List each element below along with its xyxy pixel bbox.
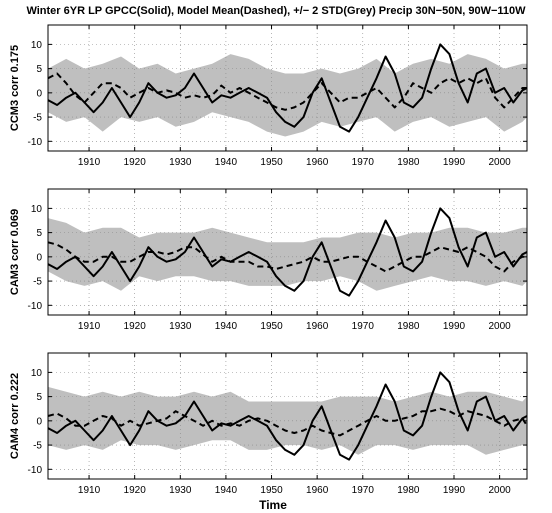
- y-tick-label: 10: [31, 40, 43, 51]
- y-tick-label: 5: [36, 392, 42, 403]
- chart-panel-1: 1910 1920 1930 1940 1950 1960 1970 1980 1990 2000…: [9, 24, 528, 168]
- y-tick-label: 0: [36, 88, 42, 99]
- x-tick-label: 1920: [124, 321, 147, 332]
- model-mean-line: [47, 407, 528, 437]
- x-tick-label: 1910: [78, 321, 101, 332]
- x-tick-label: 1960: [306, 321, 329, 332]
- x-tick-label: 1940: [215, 485, 238, 496]
- y-tick-label: 5: [36, 64, 42, 75]
- x-tick-label: 1980: [397, 485, 420, 496]
- x-tick-label: 2000: [489, 485, 512, 496]
- y-tick-label: -10: [28, 465, 43, 476]
- x-tick-label: 1940: [215, 321, 238, 332]
- y-axis-label: CAM4 corr 0.222: [9, 373, 21, 459]
- y-tick-label: 10: [31, 368, 43, 379]
- y-tick-label: 5: [36, 228, 42, 239]
- chart-panels: 1910 1920 1930 1940 1950 1960 1970 1980 1990 2000…: [9, 24, 528, 496]
- y-tick-label: 0: [36, 416, 42, 427]
- x-tick-label: 1950: [260, 485, 283, 496]
- chart-panel-2: 1910 1920 1930 1940 1950 1960 1970 1980 1990 2000…: [9, 188, 528, 332]
- x-tick-label: 1940: [215, 157, 238, 168]
- plot-frame: [47, 188, 528, 316]
- y-axis-label: CAM3 corr 0.069: [9, 209, 21, 295]
- chart-title: Winter 6YR LP GPCC(Solid), Model Mean(Da…: [26, 5, 526, 17]
- x-tick-label: 1990: [443, 485, 466, 496]
- model-mean-line: [47, 241, 527, 273]
- std-band: [48, 54, 527, 137]
- y-tick-label: 10: [31, 204, 43, 215]
- x-tick-label: 1980: [397, 157, 420, 168]
- x-tick-label: 1960: [306, 485, 329, 496]
- x-tick-label: 1950: [260, 157, 283, 168]
- std-band: [48, 386, 527, 455]
- y-tick-label: -5: [33, 277, 42, 288]
- model-mean-line: [47, 72, 527, 111]
- y-axis-label: CCM3 corr 0.175: [9, 45, 21, 131]
- x-tick-label: 1910: [78, 485, 101, 496]
- x-tick-label: 2000: [489, 157, 512, 168]
- std-band: [48, 218, 527, 291]
- y-tick-label: -10: [28, 137, 43, 148]
- plot-frame: [47, 352, 528, 480]
- chart-panel-3: 1910 1920 1930 1940 1950 1960 1970 1980 1990 2000…: [9, 352, 528, 496]
- x-tick-label: 1990: [443, 321, 466, 332]
- x-tick-label: 1930: [169, 321, 192, 332]
- x-tick-label: 1990: [443, 157, 466, 168]
- x-tick-label: 1910: [78, 157, 101, 168]
- x-tick-label: 1980: [397, 321, 420, 332]
- x-tick-label: 1930: [169, 485, 192, 496]
- y-tick-label: -10: [28, 301, 43, 312]
- x-tick-label: 1970: [352, 157, 375, 168]
- x-axis-label: Time: [259, 498, 287, 512]
- x-tick-label: 1970: [352, 321, 375, 332]
- x-tick-label: 1920: [124, 157, 147, 168]
- x-tick-label: 1950: [260, 321, 283, 332]
- gpcc-line: [47, 371, 528, 461]
- x-tick-label: 1930: [169, 157, 192, 168]
- y-tick-label: -5: [33, 441, 42, 452]
- gpcc-line: [47, 207, 528, 297]
- x-tick-label: 1960: [306, 157, 329, 168]
- y-tick-label: 0: [36, 252, 42, 263]
- x-tick-label: 1920: [124, 485, 147, 496]
- x-tick-label: 1970: [352, 485, 375, 496]
- y-tick-label: -5: [33, 113, 42, 124]
- gpcc-line: [47, 43, 528, 133]
- plot-frame: [47, 24, 528, 152]
- x-tick-label: 2000: [489, 321, 512, 332]
